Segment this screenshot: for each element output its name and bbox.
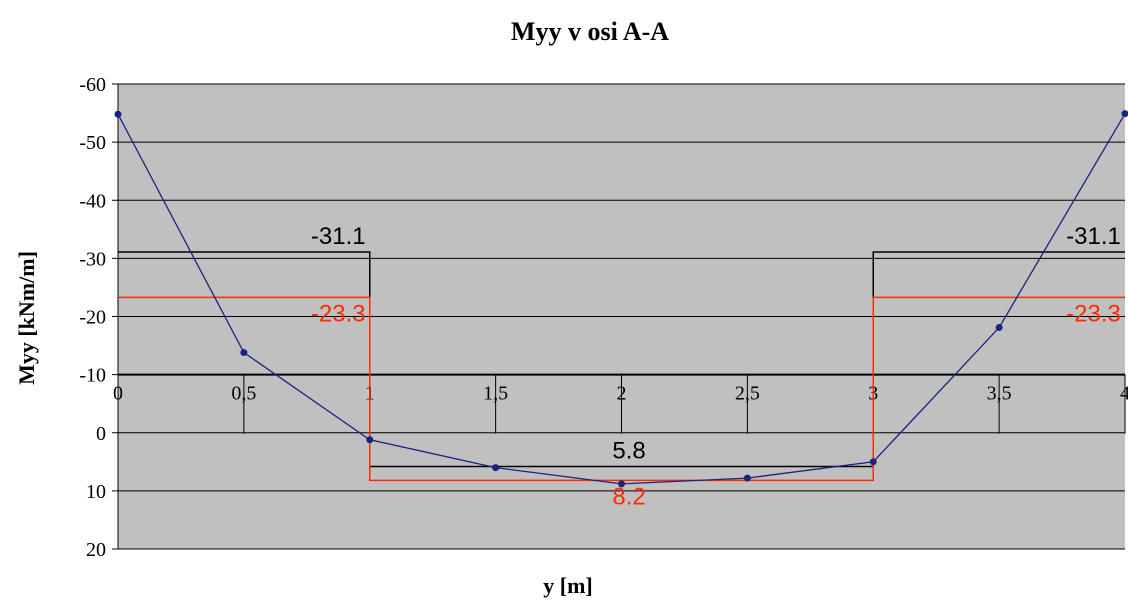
x-tick-label: 4 [1120,383,1128,405]
data-point [1121,110,1128,118]
value-label: -23.3 [311,300,366,327]
data-point [492,464,500,472]
x-tick-label: 0,5 [231,383,256,405]
data-point [743,474,751,482]
x-tick-label: 2,5 [735,383,760,405]
data-point [366,436,374,444]
y-tick-label: -40 [79,190,106,212]
y-tick-label: -60 [79,74,106,96]
y-tick-label: 0 [96,423,106,445]
x-tick-label: 3,5 [987,383,1012,405]
chart-title: Myy v osi A-A [511,17,669,46]
y-tick-label: -30 [79,248,106,270]
value-label: -23.3 [1066,300,1121,327]
value-label: -31.1 [311,223,366,250]
step-line [118,251,1125,468]
data-point [240,349,248,357]
x-tick-label: 0 [113,383,123,405]
x-tick-label: 1,5 [483,383,508,405]
data-point [618,480,625,488]
data-point [869,458,877,466]
y-tick-label: -50 [79,132,106,154]
y-axis-title: Myy [kNm/m] [14,251,39,385]
data-point [114,110,122,118]
y-tick-label: 10 [86,481,106,503]
value-label: 5.8 [612,437,645,464]
x-axis-title: y [m] [543,573,592,598]
data-point [995,324,1003,332]
y-tick-label: 20 [86,539,106,561]
y-tick-label: -10 [79,365,106,387]
value-label: 8.2 [612,483,645,510]
x-tick-label: 2 [617,383,627,405]
value-label: -31.1 [1066,223,1121,250]
y-tick-label: -20 [79,307,106,329]
